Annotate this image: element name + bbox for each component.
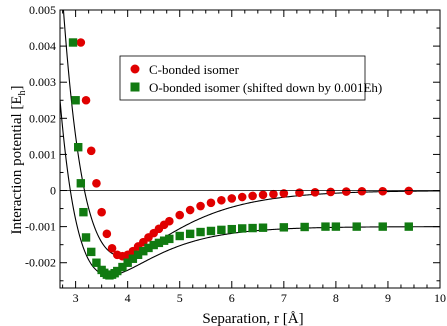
data-point [378, 186, 388, 196]
data-point [196, 227, 205, 237]
x-tick-label: 5 [177, 291, 183, 305]
x-tick-label: 7 [281, 291, 287, 305]
series-o-bonded [68, 38, 413, 280]
data-point [144, 243, 153, 253]
y-tick-label: 0.004 [29, 39, 56, 53]
data-point [321, 222, 330, 231]
data-point [206, 198, 216, 208]
plot-frame [59, 9, 441, 289]
data-point [133, 250, 143, 259]
data-point [165, 234, 174, 244]
x-tick-label: 4 [125, 291, 131, 305]
data-point [123, 258, 132, 267]
data-point [258, 223, 268, 232]
legend-box [119, 55, 366, 101]
data-point [342, 187, 351, 196]
data-point [149, 240, 158, 250]
data-point [279, 223, 289, 232]
data-point [248, 223, 257, 233]
data-point [352, 222, 361, 231]
legend-label-c-bonded: C-bonded isomer [149, 62, 240, 77]
data-point [107, 243, 117, 253]
data-point [92, 178, 101, 188]
data-point [217, 225, 226, 235]
x-tick-label: 3 [73, 291, 79, 305]
data-point [92, 258, 101, 267]
data-point [128, 254, 138, 263]
data-point [227, 224, 236, 234]
data-point [378, 222, 387, 231]
data-point [295, 188, 304, 197]
data-point [68, 38, 78, 47]
y-tick-label: 0 [50, 184, 56, 198]
data-markers [68, 38, 414, 280]
data-point [279, 189, 289, 198]
data-point [227, 194, 237, 203]
y-tick-label: -0.002 [25, 256, 56, 270]
legend-label-o-bonded: O-bonded isomer (shifted down by 0.001Eh… [149, 80, 382, 95]
fitted-curves [60, 10, 440, 276]
data-point [331, 222, 341, 231]
data-point [81, 95, 91, 105]
data-point [102, 229, 112, 239]
data-point [118, 262, 127, 272]
y-axis-title: Interaction potential [Eh] [9, 85, 28, 234]
data-point [300, 222, 309, 232]
data-point [113, 266, 122, 276]
x-tick-label: 8 [333, 291, 339, 305]
axes: 3 4 5 6 7 8 9 10 -0.002 -0.001 0 0.001 0.002 0.003 0.0… [25, 3, 446, 305]
y-tick-label: 0.001 [29, 147, 56, 161]
data-point [196, 201, 205, 211]
data-point [357, 186, 367, 196]
legend-marker-c-bonded [130, 64, 140, 74]
data-point [237, 224, 247, 233]
data-point [185, 205, 195, 215]
data-point [269, 189, 278, 199]
data-point [87, 247, 96, 257]
y-tick-label: 0.003 [29, 75, 56, 89]
data-point [404, 222, 413, 231]
legend: C-bonded isomer O-bonded isomer (shifted… [119, 55, 382, 101]
data-point [71, 96, 80, 105]
x-tick-label: 6 [229, 291, 235, 305]
x-tick-label: 10 [434, 291, 446, 305]
data-point [165, 216, 174, 226]
data-point [310, 188, 320, 197]
y-tick-label: -0.001 [25, 220, 56, 234]
x-tick-label: 9 [385, 291, 391, 305]
data-point [154, 238, 164, 248]
legend-marker-o-bonded [130, 82, 140, 92]
data-point [79, 207, 88, 217]
data-point [175, 231, 184, 241]
data-point [74, 142, 83, 152]
data-point [237, 192, 247, 202]
data-point [76, 179, 86, 188]
data-point [258, 190, 268, 200]
data-point [139, 246, 148, 256]
data-point [217, 195, 226, 205]
fit-curve-c-bonded [62, 10, 440, 257]
y-tick-label: 0.002 [29, 111, 56, 125]
x-axis-title: Separation, r [Å] [202, 311, 303, 326]
data-point [86, 146, 96, 156]
data-point [175, 210, 185, 220]
data-point [206, 226, 216, 236]
data-point [76, 38, 86, 47]
series-c-bonded [76, 38, 414, 261]
data-point [326, 187, 335, 197]
data-point [97, 207, 106, 217]
data-point [185, 229, 195, 239]
data-point [248, 191, 257, 201]
data-point [81, 233, 91, 242]
data-point [159, 236, 169, 245]
y-tick-label: 0.005 [29, 3, 56, 17]
